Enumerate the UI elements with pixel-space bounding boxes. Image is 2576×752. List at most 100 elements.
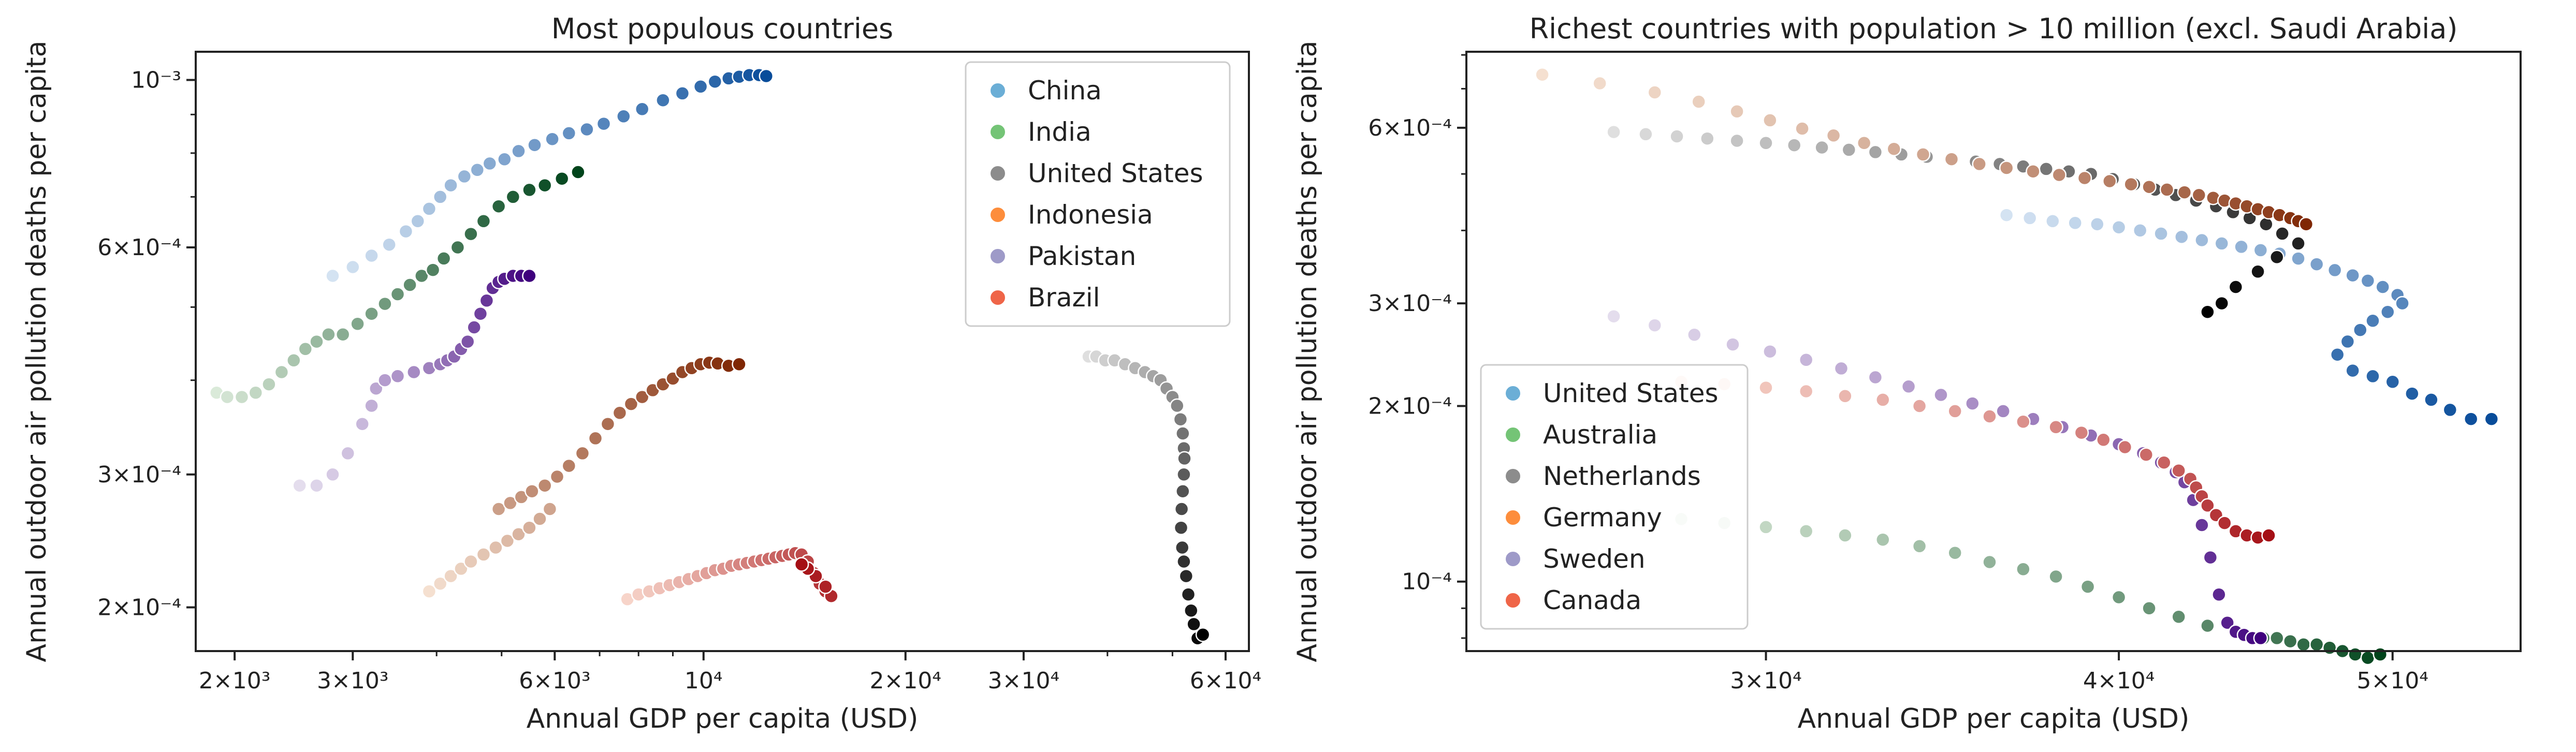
data-point bbox=[377, 373, 392, 388]
data-point bbox=[2214, 236, 2230, 251]
data-point bbox=[2194, 232, 2209, 248]
data-point bbox=[525, 483, 540, 499]
plot-frame bbox=[1465, 51, 2522, 652]
x-tick-label: 5×10⁴ bbox=[2357, 668, 2429, 694]
data-point bbox=[500, 533, 515, 549]
data-point bbox=[527, 137, 542, 153]
data-point bbox=[2068, 215, 2083, 231]
x-tick-label: 4×10⁴ bbox=[2083, 668, 2155, 694]
data-point bbox=[732, 357, 747, 372]
data-point bbox=[2177, 185, 2192, 200]
legend-label: Germany bbox=[1543, 503, 1662, 533]
data-point bbox=[1606, 308, 1621, 324]
data-point bbox=[1178, 568, 1194, 584]
data-point bbox=[234, 389, 250, 405]
data-points bbox=[209, 67, 1211, 646]
data-point bbox=[600, 416, 616, 432]
data-point bbox=[1915, 147, 1931, 162]
data-point bbox=[2327, 262, 2342, 278]
data-point bbox=[818, 579, 833, 594]
data-point bbox=[511, 143, 526, 159]
data-point bbox=[1912, 399, 1927, 414]
data-point bbox=[1758, 136, 1773, 151]
data-point bbox=[2309, 637, 2324, 652]
data-point bbox=[1758, 380, 1773, 395]
data-point bbox=[2282, 633, 2298, 649]
data-point bbox=[596, 116, 612, 131]
legend-marker bbox=[989, 289, 1006, 306]
data-point bbox=[2463, 411, 2479, 426]
legend-label: Pakistan bbox=[1028, 241, 1136, 271]
data-point bbox=[450, 240, 465, 255]
chart-most-populous: Most populous countries Annual GDP per ca… bbox=[21, 12, 1261, 734]
data-point bbox=[2171, 463, 2186, 478]
data-point bbox=[1838, 528, 1853, 543]
data-point bbox=[2153, 226, 2169, 241]
legend-marker bbox=[1505, 551, 1521, 567]
data-point bbox=[2159, 182, 2175, 197]
data-point bbox=[2117, 439, 2133, 455]
x-tick-label: 3×10³ bbox=[317, 668, 389, 694]
data-point bbox=[1175, 483, 1190, 499]
data-point bbox=[1999, 208, 2014, 223]
data-point bbox=[340, 446, 356, 461]
legend-box bbox=[1480, 364, 1749, 630]
data-point bbox=[2259, 216, 2274, 232]
legend-marker bbox=[989, 207, 1006, 223]
data-point bbox=[1798, 524, 1814, 539]
data-point bbox=[1725, 337, 1740, 352]
data-point bbox=[261, 377, 276, 392]
data-point bbox=[1174, 540, 1190, 555]
data-point bbox=[2405, 386, 2420, 401]
x-axis-label: Annual GDP per capita (USD) bbox=[1798, 703, 2190, 734]
ticks: 3×10⁴ 4×10⁴ 5×10⁴ 10⁻⁴ 2×10⁻⁴ 3×10⁻⁴ 6×10⁻⁴ bbox=[1368, 54, 2429, 694]
legend-box bbox=[965, 61, 1231, 327]
data-point bbox=[1763, 113, 1778, 128]
legend-label: Brazil bbox=[1028, 283, 1100, 313]
data-point bbox=[248, 385, 264, 401]
data-point bbox=[1170, 398, 1185, 414]
data-point bbox=[2360, 650, 2376, 666]
y-tick-label: 3×10⁻⁴ bbox=[97, 462, 181, 488]
series-canada bbox=[1673, 374, 2276, 545]
data-point bbox=[443, 568, 458, 584]
data-point bbox=[473, 306, 488, 321]
data-point bbox=[406, 364, 421, 380]
data-point bbox=[2191, 187, 2207, 203]
data-point bbox=[1691, 94, 1706, 109]
data-point bbox=[2365, 313, 2380, 329]
data-point bbox=[421, 201, 437, 216]
data-point bbox=[220, 389, 235, 405]
data-point bbox=[2194, 518, 2209, 533]
y-tick-label: 6×10⁻⁴ bbox=[1368, 115, 1452, 141]
data-point bbox=[561, 458, 577, 474]
data-point bbox=[2102, 173, 2117, 189]
data-point bbox=[1947, 404, 1962, 419]
data-point bbox=[794, 557, 809, 572]
data-point bbox=[369, 381, 384, 396]
data-point bbox=[1798, 352, 1814, 367]
data-point bbox=[390, 287, 405, 302]
data-point bbox=[491, 199, 506, 214]
data-point bbox=[2157, 455, 2172, 470]
data-points bbox=[1535, 67, 2499, 666]
data-point bbox=[463, 554, 478, 569]
data-point bbox=[1177, 451, 1192, 466]
data-point bbox=[2253, 630, 2268, 646]
data-point bbox=[759, 68, 774, 84]
data-point bbox=[2380, 304, 2395, 319]
data-point bbox=[575, 446, 590, 461]
data-point bbox=[454, 561, 469, 577]
data-point bbox=[537, 178, 552, 193]
data-point bbox=[2291, 236, 2306, 251]
x-tick-label: 2×10⁴ bbox=[870, 668, 942, 694]
x-tick-label: 3×10⁴ bbox=[988, 668, 1060, 694]
data-point bbox=[2123, 176, 2138, 192]
y-tick-label: 2×10⁻⁴ bbox=[97, 594, 181, 621]
x-tick-label: 6×10³ bbox=[519, 668, 591, 694]
data-point bbox=[532, 511, 547, 526]
data-point bbox=[2250, 264, 2265, 279]
y-tick-label: 3×10⁻⁴ bbox=[1368, 290, 1452, 317]
data-point bbox=[1901, 379, 1916, 394]
data-point bbox=[2298, 216, 2314, 232]
